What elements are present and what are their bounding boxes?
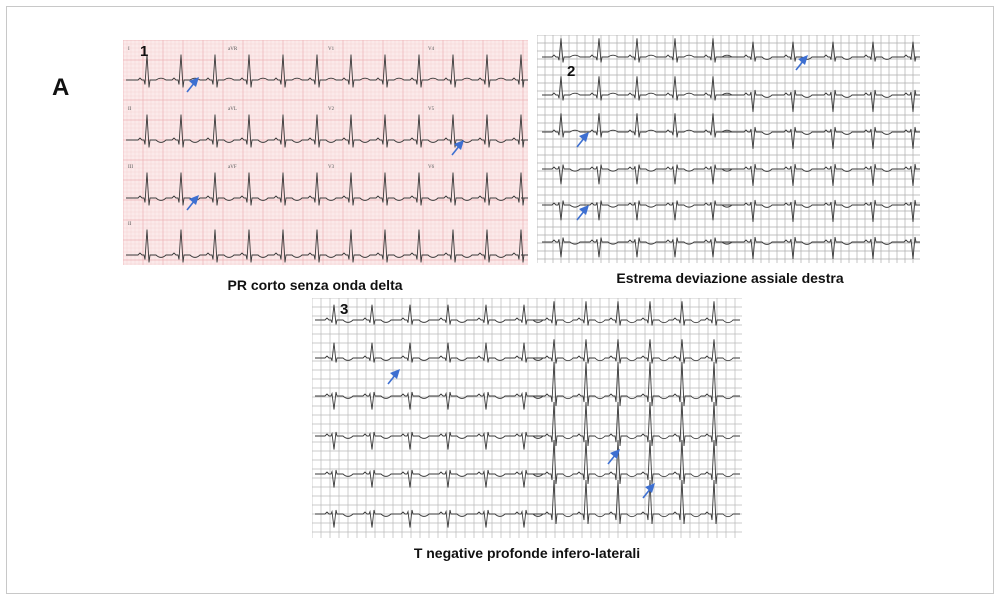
arrow-icon [798,55,808,65]
lead-label: V3 [328,165,335,170]
arrow-icon [579,132,589,142]
arrow-icon [390,369,400,379]
lead-label: V5 [428,107,435,112]
ecg-trace [315,342,545,363]
ecg-trace [542,164,734,185]
ecg-trace [732,126,920,150]
panel-number-3: 3 [340,301,349,318]
lead-label: V1 [328,47,335,52]
ecg-trace [537,339,740,364]
caption-panel-1: PR corto senza onda delta [227,277,403,293]
lead-label: aVR [228,47,238,52]
ecg-trace [732,89,920,113]
ecg-trace [537,301,740,326]
lead-label: I [128,47,130,52]
arrow-icon [454,140,464,150]
slide-frame [6,6,994,594]
lead-label: V2 [328,107,335,112]
lead-label: V6 [428,165,435,170]
ecg-trace [732,163,920,187]
lead-label: II [128,222,132,227]
lead-label: V4 [428,47,435,52]
ecg-panel-2 [537,35,920,263]
lead-label: aVL [228,107,237,112]
ecg-trace [315,304,545,325]
ecg-paper [123,40,528,265]
figure-label: A [52,74,70,101]
ecg-trace [542,76,734,101]
ecg-trace [315,431,545,450]
ecg-trace [537,479,740,525]
ecg-trace [537,361,740,407]
ecg-trace [542,200,734,221]
ecg-trace [315,391,545,410]
ecg-trace [732,236,920,260]
caption-panel-3: T negative profonde infero-laterali [413,545,641,561]
ecg-trace [126,229,528,263]
ecg-paper [537,35,920,263]
lead-label: II [128,107,132,112]
ecg-trace [315,469,545,488]
arrow-icon [645,483,655,493]
ecg-trace [732,199,920,223]
panel-number-2: 2 [567,63,576,80]
ecg-minor-grid [123,40,528,265]
ecg-major-grid [123,40,528,265]
ecg-trace [537,401,740,447]
arrow-icon [610,449,620,459]
ecg-trace [542,237,734,258]
lead-label: III [128,165,133,170]
ecg-trace [315,509,545,528]
arrow-icon [189,77,199,87]
ecg-trace [537,439,740,485]
panel-number-1: 1 [140,43,149,60]
ecg-trace [126,54,528,88]
caption-panel-2: Estrema deviazione assiale destra [616,270,844,286]
ecg-panel-3 [312,298,742,538]
ecg-trace [542,113,734,138]
arrow-icon [579,205,589,215]
ecg-trace [542,38,734,63]
arrow-icon [189,195,199,205]
ecg-trace [126,114,528,148]
lead-label: aVF [228,165,237,170]
ecg-trace [732,41,920,62]
ecg-trace [126,172,528,206]
